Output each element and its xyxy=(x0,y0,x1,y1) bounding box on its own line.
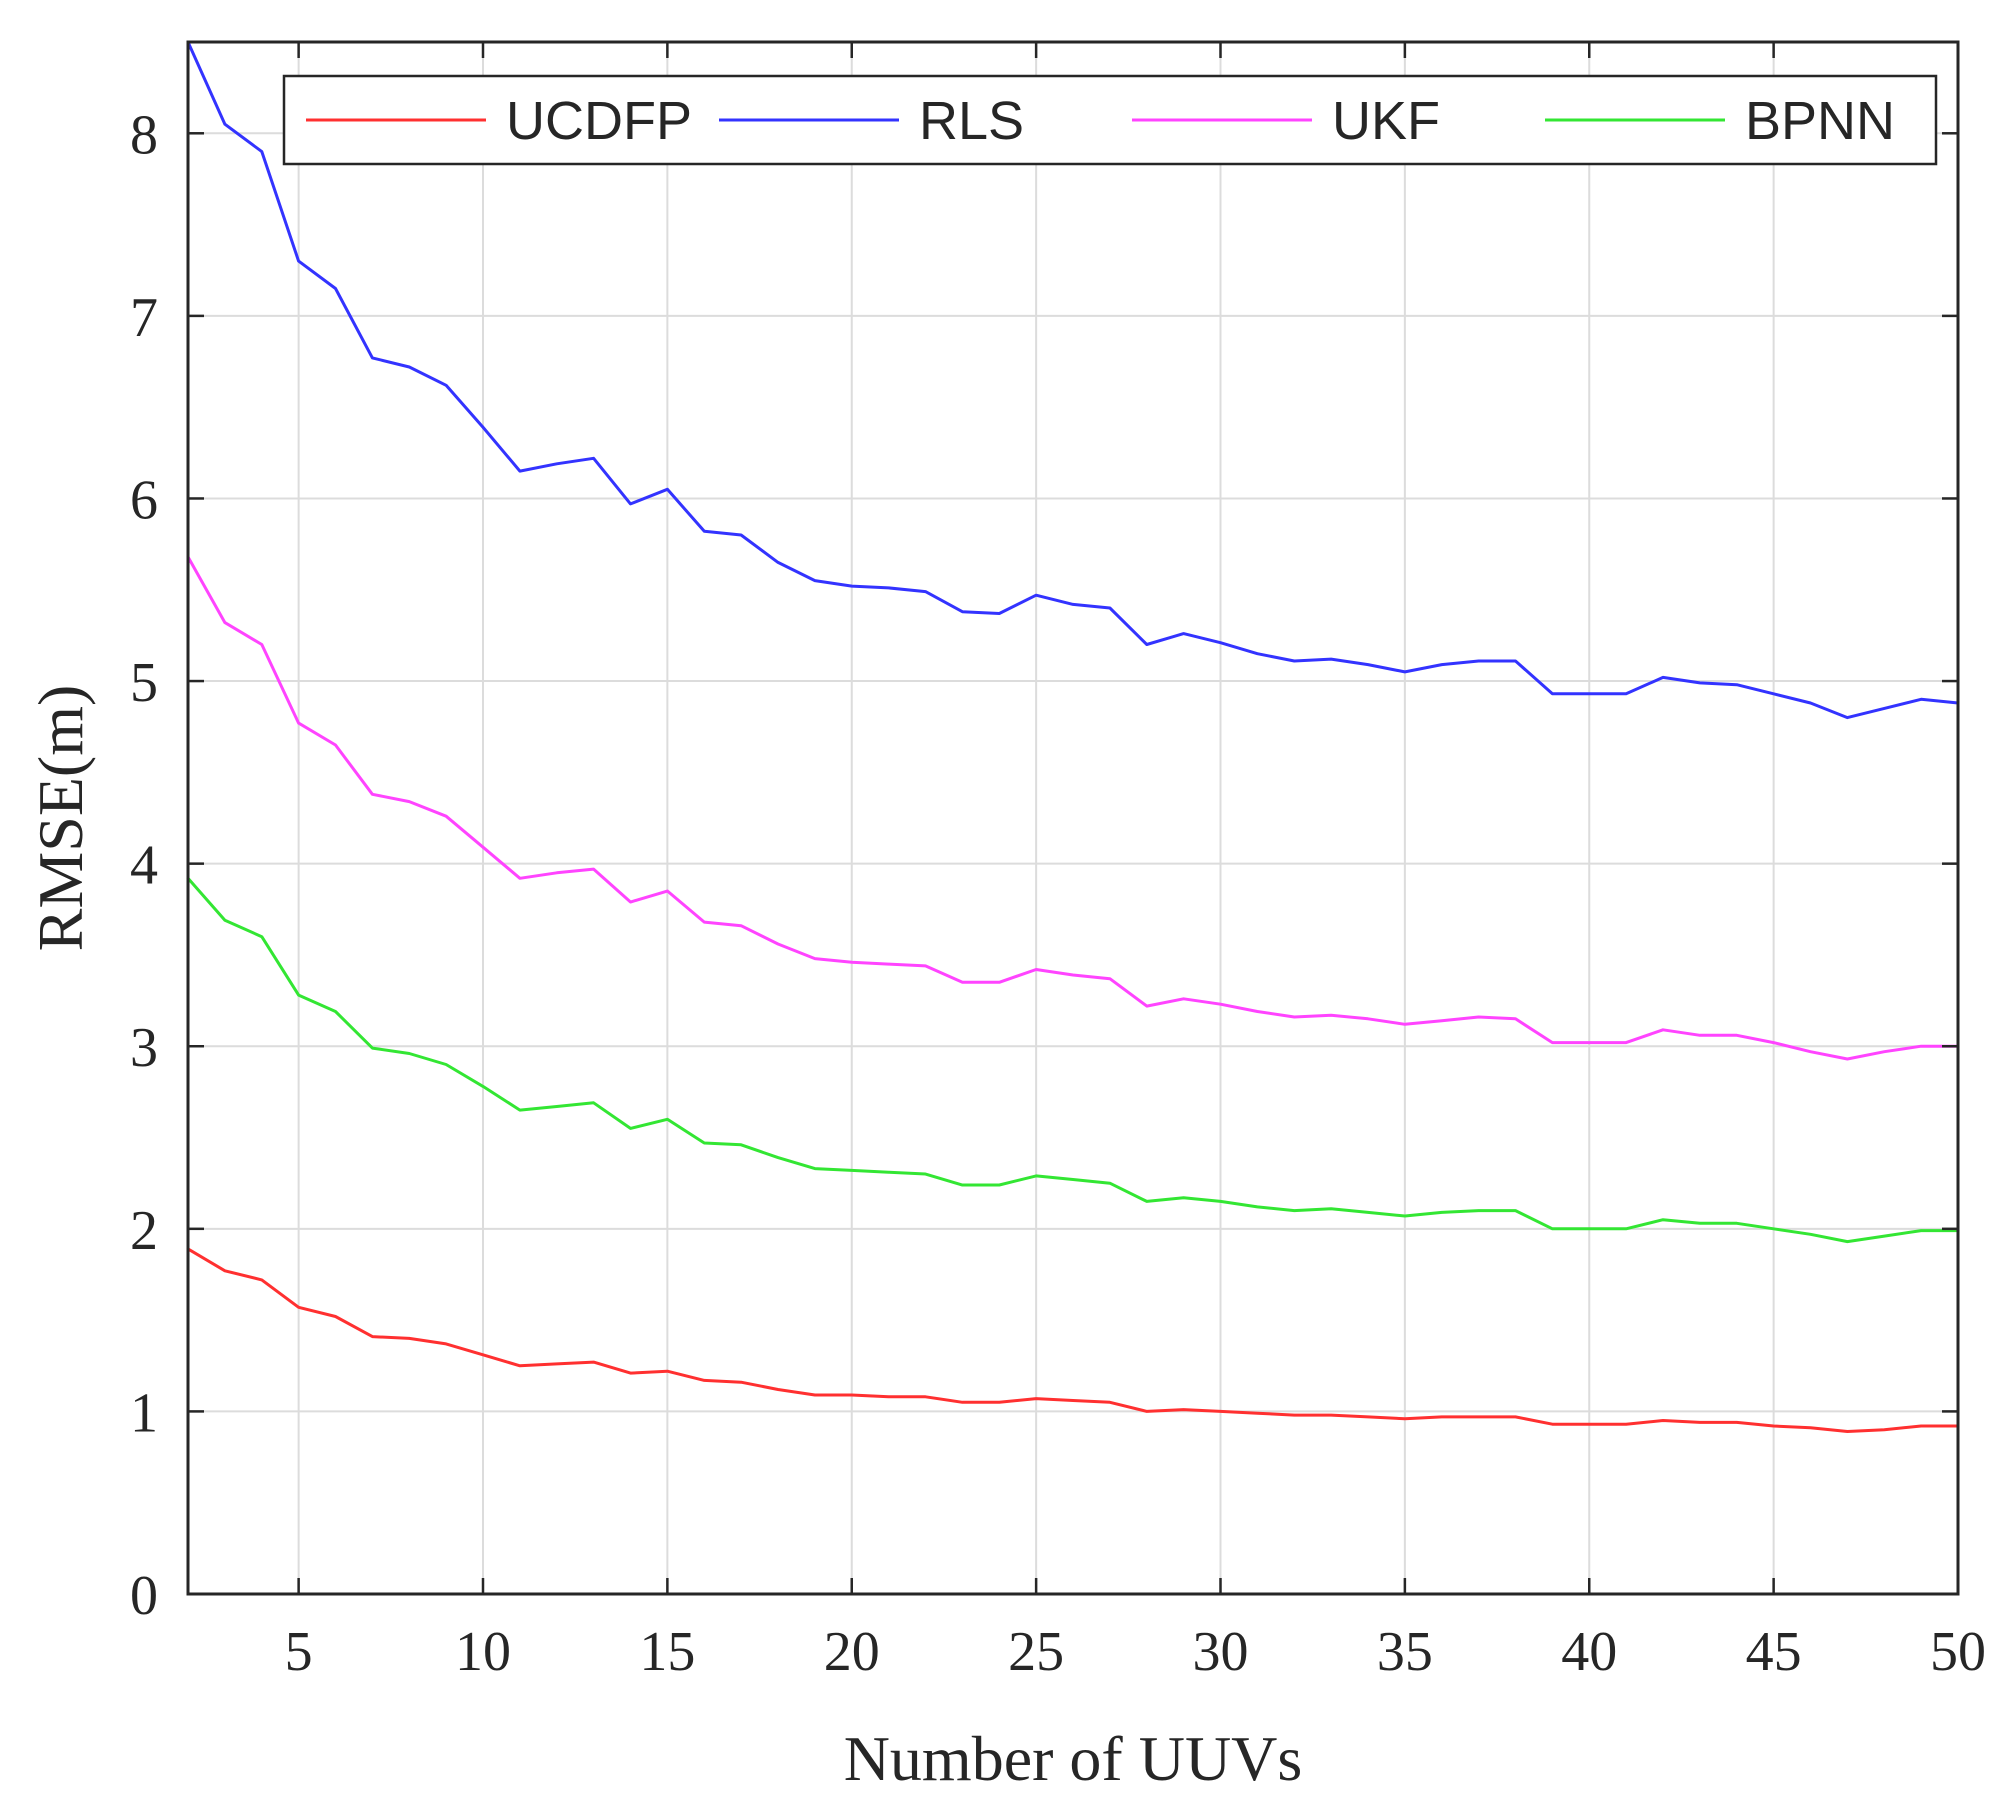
x-tick-label-3: 20 xyxy=(824,1621,880,1683)
series-line-ucdfp xyxy=(186,1247,1960,1433)
x-tick-label-7: 40 xyxy=(1561,1621,1617,1683)
y-axis-title: RMSE(m) xyxy=(25,685,96,952)
legend-label-ukf: UKF xyxy=(1332,91,1440,151)
x-tick-label-5: 30 xyxy=(1193,1621,1249,1683)
x-axis-title: Number of UUVs xyxy=(844,1723,1303,1794)
legend: UCDFP RLS UKF BPNN xyxy=(282,74,1938,166)
legend-label-rls: RLS xyxy=(919,91,1024,151)
series-lines xyxy=(186,40,1960,1433)
y-tick-labels: 0 1 2 3 4 5 6 7 8 xyxy=(130,104,158,1627)
x-tick-label-1: 10 xyxy=(455,1621,511,1683)
legend-label-bpnn: BPNN xyxy=(1745,91,1895,151)
legend-label-ucdfp: UCDFP xyxy=(506,91,692,151)
x-tick-labels: 5 10 15 20 25 30 35 40 45 50 xyxy=(285,1621,1986,1683)
series-line-rls xyxy=(186,40,1960,720)
y-tick-label-5: 5 xyxy=(130,652,158,714)
y-tick-label-3: 3 xyxy=(130,1017,158,1079)
plot-frame xyxy=(186,40,1960,1596)
x-tick-label-6: 35 xyxy=(1377,1621,1433,1683)
x-tick-label-0: 5 xyxy=(285,1621,313,1683)
tick-marks xyxy=(188,42,1960,1596)
y-tick-label-7: 7 xyxy=(130,287,158,349)
x-tick-label-4: 25 xyxy=(1008,1621,1064,1683)
series-line-ukf xyxy=(186,555,1960,1061)
y-tick-label-6: 6 xyxy=(130,469,158,531)
y-tick-label-4: 4 xyxy=(130,835,158,897)
y-tick-label-8: 8 xyxy=(130,104,158,166)
x-tick-label-8: 45 xyxy=(1746,1621,1802,1683)
y-tick-label-0: 0 xyxy=(130,1565,158,1627)
series-line-bpnn xyxy=(186,876,1960,1244)
y-tick-label-2: 2 xyxy=(130,1200,158,1262)
x-tick-label-2: 15 xyxy=(639,1621,695,1683)
x-tick-label-9: 50 xyxy=(1930,1621,1986,1683)
y-tick-label-1: 1 xyxy=(130,1382,158,1444)
